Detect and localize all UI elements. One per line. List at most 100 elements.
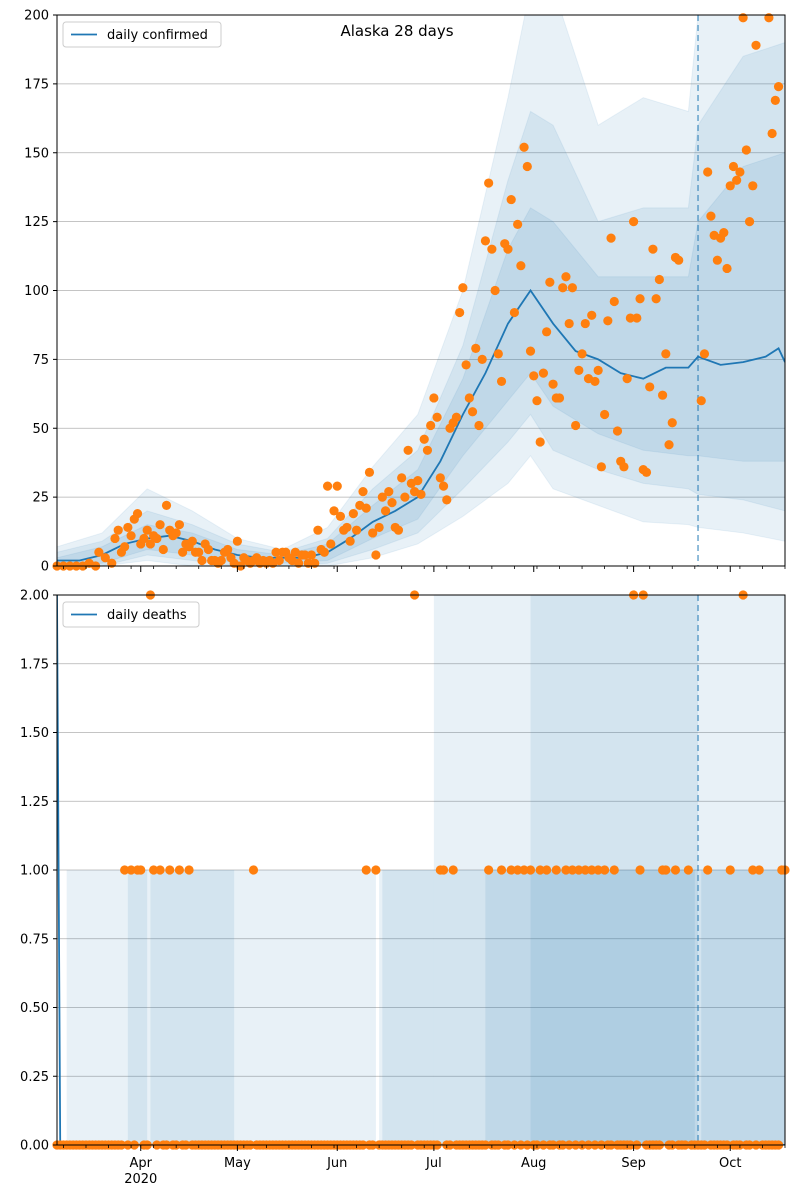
deaths-ytick-label: 0.75	[20, 932, 49, 947]
confirmed-data-point	[110, 533, 120, 544]
xtick-label-jun: Jun	[326, 1156, 347, 1171]
confirmed-data-point	[493, 349, 503, 359]
confirmed-data-point	[744, 217, 755, 227]
deaths-band-1-seg-3	[485, 870, 699, 1145]
confirmed-data-point	[171, 528, 181, 538]
deaths-data-point	[136, 865, 146, 875]
confirmed-data-point	[326, 539, 336, 549]
confirmed-data-point	[155, 520, 165, 530]
deaths-ytick-label: 1.75	[20, 657, 49, 672]
confirmed-data-point	[400, 492, 410, 502]
deaths-ytick-label: 0.25	[20, 1070, 49, 1085]
confirmed-data-point	[203, 544, 213, 555]
xtick-label-aug: Aug	[521, 1156, 546, 1171]
confirmed-data-point	[513, 219, 523, 229]
xtick-label-sep: Sep	[621, 1156, 646, 1171]
deaths-data-point	[535, 865, 545, 875]
deaths-band-1-seg-1	[150, 870, 235, 1145]
confirmed-data-point	[577, 349, 587, 359]
confirmed-data-point	[187, 536, 197, 546]
confirmed-data-point	[487, 244, 497, 254]
confirmed-data-point	[629, 217, 639, 227]
confirmed-data-point	[397, 473, 407, 483]
confirmed-data-point	[442, 495, 452, 505]
confirmed-data-point	[94, 547, 104, 557]
deaths-data-point	[248, 865, 259, 875]
confirmed-data-point	[306, 550, 317, 560]
deaths-data-point	[580, 865, 590, 875]
confirmed-data-point	[657, 390, 668, 400]
xtick-label-jul: Jul	[425, 1156, 442, 1171]
deaths-data-point	[438, 865, 449, 875]
confirmed-data-point	[535, 437, 545, 447]
confirmed-data-point	[361, 503, 371, 513]
confirmed-data-point	[271, 547, 281, 557]
deaths-data-point	[149, 865, 159, 875]
deaths-data-point	[609, 865, 619, 875]
deaths-band-1-seg-2	[382, 870, 486, 1145]
deaths-band-0-seg-1	[66, 870, 376, 1145]
confirmed-data-point	[561, 272, 571, 282]
confirmed-data-point	[368, 528, 378, 538]
confirmed-data-point	[322, 481, 333, 491]
confirmed-data-point	[435, 473, 445, 483]
deaths-data-point	[484, 865, 494, 875]
deaths-data-point	[174, 865, 185, 875]
confirmed-data-point	[590, 376, 600, 387]
confirmed-data-point	[335, 511, 346, 522]
deaths-ytick-label: 1.50	[20, 726, 49, 741]
confirmed-data-point	[529, 371, 539, 381]
confirmed-data-point	[593, 365, 603, 375]
confirmed-data-point	[458, 283, 468, 293]
confirmed-data-point	[132, 509, 143, 519]
confirmed-data-point	[696, 396, 706, 406]
confirmed-data-point	[387, 498, 397, 508]
confirmed-data-point	[216, 555, 226, 566]
confirmed-model-line	[57, 288, 785, 562]
deaths-data-point	[448, 865, 458, 875]
deaths-data-point	[574, 865, 584, 875]
confirmed-data-point	[735, 167, 745, 177]
deaths-data-point	[561, 865, 571, 875]
confirmed-ytick-label: 150	[24, 146, 49, 161]
confirmed-data-point	[419, 434, 429, 444]
confirmed-data-point	[503, 244, 513, 254]
confirmed-data-point	[332, 481, 342, 491]
confirmed-data-point	[467, 407, 478, 417]
deaths-data-point	[120, 865, 130, 875]
confirmed-data-point	[564, 318, 574, 329]
confirmed-data-point	[474, 420, 484, 431]
confirmed-data-point	[699, 349, 710, 359]
confirmed-ytick-label: 0	[41, 560, 49, 575]
confirmed-data-point	[600, 409, 610, 420]
confirmed-ytick-label: 200	[24, 9, 49, 24]
confirmed-chart: 0 25 50 75 100 125 150 175 200 daily confirmed	[24, 9, 786, 575]
confirmed-data-point	[719, 228, 729, 238]
deaths-data-point	[600, 865, 610, 875]
confirmed-data-point	[767, 128, 777, 139]
confirmed-data-point	[422, 445, 433, 455]
confirmed-data-point	[319, 547, 329, 557]
confirmed-ytick-label: 50	[32, 422, 49, 437]
deaths-band-1-seg-4	[698, 870, 785, 1145]
deaths-legend-label: daily deaths	[107, 608, 187, 623]
deaths-data-point	[361, 865, 371, 875]
confirmed-band-0	[57, 15, 785, 566]
deaths-data-point	[683, 865, 693, 875]
confirmed-data-point	[345, 536, 355, 546]
deaths-legend: daily deaths	[62, 601, 200, 628]
confirmed-data-point	[542, 327, 552, 337]
deaths-data-point	[703, 865, 713, 875]
confirmed-data-point	[728, 161, 739, 172]
deaths-legend-box	[62, 601, 200, 628]
confirmed-data-point	[741, 145, 751, 155]
confirmed-data-point	[380, 506, 391, 516]
confirmed-ytick-label: 175	[24, 77, 49, 92]
confirmed-ytick-label: 100	[24, 284, 49, 299]
confirmed-data-point	[496, 376, 507, 387]
confirmed-data-point	[545, 277, 555, 287]
deaths-data-point	[506, 865, 516, 875]
confirmed-data-point	[113, 525, 123, 535]
deaths-data-point	[184, 865, 194, 875]
confirmed-data-point	[384, 487, 394, 497]
